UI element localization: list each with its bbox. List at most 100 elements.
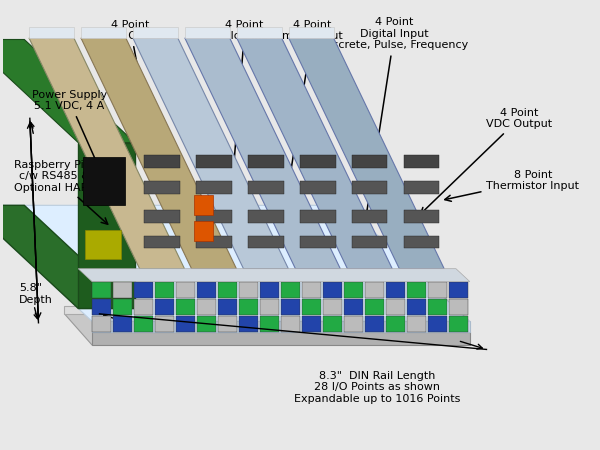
Polygon shape [386,282,405,298]
Polygon shape [155,282,175,298]
Polygon shape [449,316,468,332]
Polygon shape [133,38,289,269]
Polygon shape [133,27,178,38]
Polygon shape [176,299,195,315]
Polygon shape [185,38,340,269]
Polygon shape [134,299,154,315]
Polygon shape [92,332,470,345]
Polygon shape [0,205,470,321]
Text: Power Supply
5.1 VDC, 4 A: Power Supply 5.1 VDC, 4 A [32,90,110,191]
Polygon shape [281,282,300,298]
Polygon shape [83,157,125,205]
Polygon shape [404,235,439,248]
Polygon shape [239,316,258,332]
Polygon shape [29,27,74,38]
Polygon shape [449,282,468,298]
Polygon shape [196,210,232,223]
Polygon shape [248,235,284,248]
Polygon shape [404,155,439,168]
Polygon shape [194,195,213,216]
Polygon shape [281,299,300,315]
Polygon shape [81,27,126,38]
Polygon shape [404,181,439,194]
Polygon shape [404,210,439,223]
Polygon shape [352,155,388,168]
Polygon shape [113,316,133,332]
Polygon shape [145,155,180,168]
Text: Raspberry Pi 4
c/w RS485 &
Optional HART: Raspberry Pi 4 c/w RS485 & Optional HART [14,159,108,224]
Polygon shape [218,282,237,298]
Polygon shape [134,282,154,298]
Polygon shape [85,230,121,259]
Polygon shape [218,299,237,315]
Text: 4 Point
mA Output: 4 Point mA Output [282,19,343,212]
Polygon shape [260,282,279,298]
Text: 4 Point
VDC Output: 4 Point VDC Output [421,108,553,214]
Polygon shape [113,299,133,315]
Polygon shape [185,27,230,38]
Polygon shape [92,282,112,298]
Polygon shape [428,282,447,298]
Polygon shape [194,221,213,241]
Polygon shape [218,316,237,332]
Polygon shape [248,210,284,223]
Polygon shape [323,299,342,315]
Polygon shape [196,155,232,168]
Polygon shape [197,282,216,298]
Polygon shape [260,316,279,332]
Polygon shape [344,299,363,315]
Polygon shape [302,316,321,332]
Polygon shape [289,27,334,38]
Polygon shape [260,299,279,315]
Polygon shape [302,282,321,298]
Polygon shape [449,299,468,315]
Polygon shape [386,299,405,315]
Polygon shape [352,235,388,248]
Polygon shape [344,316,363,332]
Polygon shape [145,210,180,223]
Polygon shape [407,299,426,315]
Polygon shape [145,181,180,194]
Polygon shape [0,40,135,143]
Polygon shape [64,306,442,314]
Polygon shape [197,316,216,332]
Polygon shape [134,316,154,332]
Polygon shape [239,282,258,298]
Text: 8.3"  DIN Rail Length
28 I/O Points as shown
Expandable up to 1016 Points: 8.3" DIN Rail Length 28 I/O Points as sh… [294,371,460,404]
Polygon shape [300,155,335,168]
Polygon shape [428,316,447,332]
Polygon shape [428,299,447,315]
Text: 4 Point
Relay Output: 4 Point Relay Output [94,19,167,195]
Polygon shape [155,316,175,332]
Polygon shape [176,316,195,332]
Polygon shape [237,38,392,269]
Polygon shape [407,316,426,332]
Polygon shape [281,316,300,332]
Polygon shape [92,321,470,332]
Polygon shape [300,210,335,223]
Polygon shape [289,38,444,269]
Text: 4 Point
Analog Input: 4 Point Analog Input [209,19,280,205]
Polygon shape [248,155,284,168]
Polygon shape [300,235,335,248]
Polygon shape [352,181,388,194]
Polygon shape [239,299,258,315]
Polygon shape [344,282,363,298]
Polygon shape [81,38,236,269]
Polygon shape [300,181,335,194]
Polygon shape [407,282,426,298]
Text: 4 Point
Digital Input
Discrete, Pulse, Frequency: 4 Point Digital Input Discrete, Pulse, F… [321,17,468,223]
Polygon shape [155,299,175,315]
Polygon shape [386,316,405,332]
Polygon shape [196,181,232,194]
Polygon shape [365,299,384,315]
Polygon shape [196,235,232,248]
Polygon shape [365,316,384,332]
Polygon shape [0,205,135,308]
Polygon shape [323,316,342,332]
Polygon shape [352,210,388,223]
Polygon shape [237,27,281,38]
Polygon shape [365,282,384,298]
Text: 8 Point
Thermistor Input: 8 Point Thermistor Input [445,170,580,201]
Polygon shape [113,282,133,298]
